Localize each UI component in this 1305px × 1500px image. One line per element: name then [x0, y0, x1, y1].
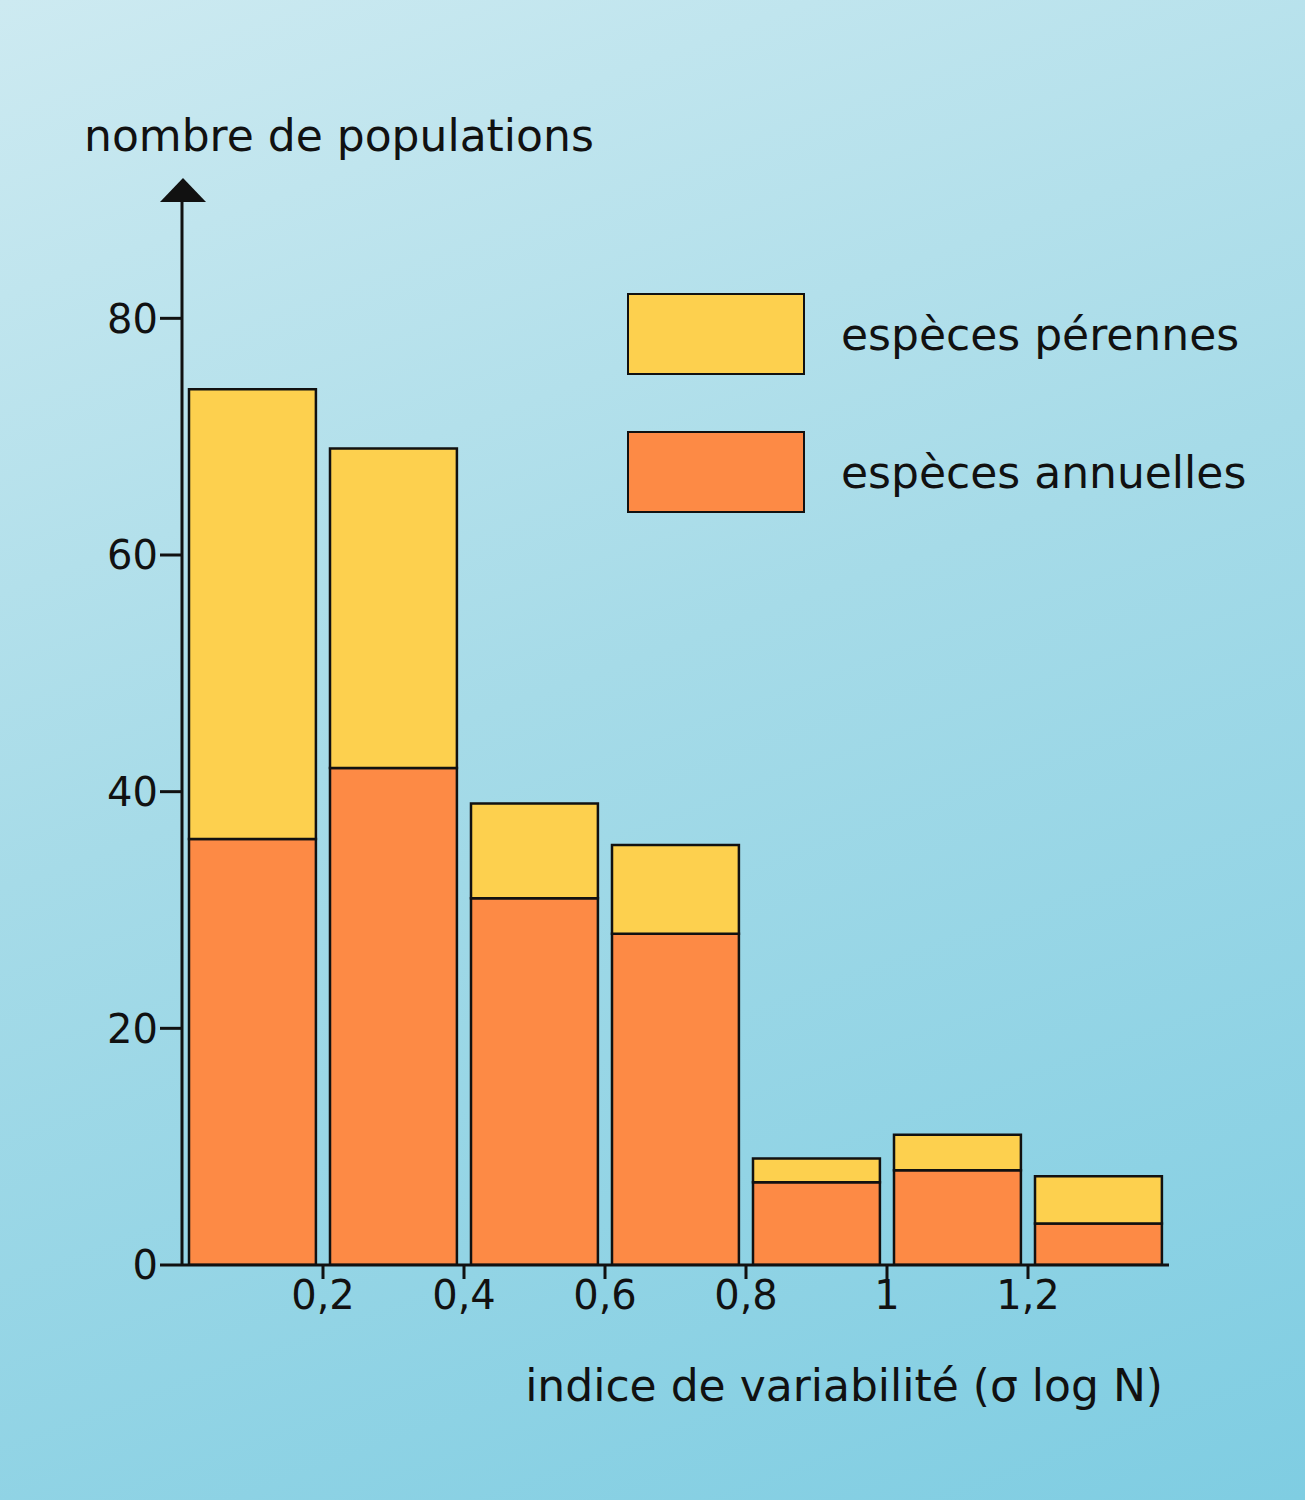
html-text:indice de variabilité (σ log N: indice de variabilité (σ log N): [525, 1360, 1163, 1411]
svg-text:1: 1: [874, 1272, 899, 1318]
html-text:nombre de populations: nombre de populations: [84, 110, 594, 161]
svg-text:20: 20: [107, 1006, 158, 1052]
svg-text:0,6: 0,6: [573, 1272, 637, 1318]
svg-text:60: 60: [107, 532, 158, 578]
svg-text:40: 40: [107, 769, 158, 815]
svg-text:1,2: 1,2: [996, 1272, 1060, 1318]
svg-text:80: 80: [107, 296, 158, 342]
html-text:espèces pérennes: espèces pérennes: [841, 308, 1240, 360]
html-text:espèces annuelles: espèces annuelles: [841, 446, 1247, 498]
svg-text:0,8: 0,8: [714, 1272, 778, 1318]
svg-text:0: 0: [133, 1242, 158, 1288]
svg-text:0,4: 0,4: [432, 1272, 496, 1318]
svg-text:0,2: 0,2: [291, 1272, 355, 1318]
